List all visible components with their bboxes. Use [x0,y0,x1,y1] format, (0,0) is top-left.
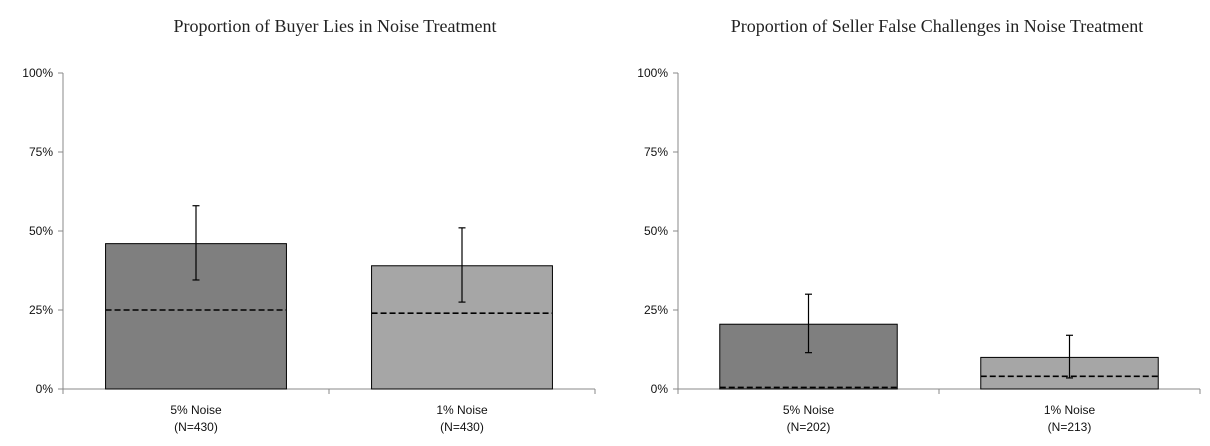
x-category-label: (N=213) [1048,420,1092,434]
y-tick-label: 25% [29,303,53,317]
x-category-label: (N=202) [787,420,831,434]
chart-panel-buyer-lies: Proportion of Buyer Lies in Noise Treatm… [22,16,596,434]
chart-title: Proportion of Buyer Lies in Noise Treatm… [174,16,497,36]
chart-panel-seller-false-challenges: Proportion of Seller False Challenges in… [637,16,1201,434]
x-category-label: 1% Noise [1044,403,1096,417]
error-bar [1066,334,1073,379]
y-tick-label: 50% [644,224,668,238]
error-bar [458,227,466,303]
y-tick-label: 0% [36,382,54,396]
error-bar [805,293,812,354]
error-bar [192,205,200,281]
y-tick-label: 100% [22,66,53,80]
x-category-label: 5% Noise [170,403,222,417]
x-category-label: 5% Noise [783,403,835,417]
x-category-label: 1% Noise [436,403,488,417]
y-tick-label: 75% [644,145,668,159]
x-category-label: (N=430) [440,420,484,434]
y-tick-label: 50% [29,224,53,238]
chart-title: Proportion of Seller False Challenges in… [731,16,1143,36]
x-category-label: (N=430) [174,420,218,434]
y-tick-label: 100% [637,66,668,80]
y-tick-label: 0% [651,382,669,396]
y-tick-label: 25% [644,303,668,317]
y-tick-label: 75% [29,145,53,159]
